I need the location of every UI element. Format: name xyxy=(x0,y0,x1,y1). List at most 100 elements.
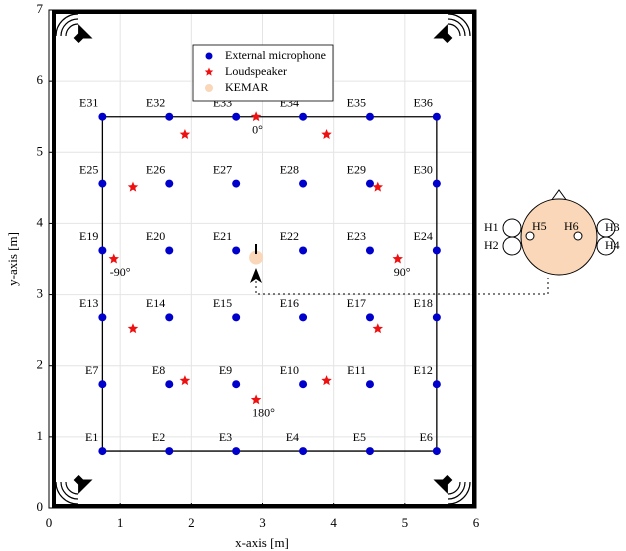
legend-marker xyxy=(205,52,213,60)
loudspeaker-label: 90° xyxy=(394,265,411,279)
microphone xyxy=(98,246,107,255)
microphone xyxy=(432,246,441,255)
microphone-label: E31 xyxy=(79,95,98,109)
x-tick-label: 0 xyxy=(46,515,53,530)
microphone-label: E24 xyxy=(414,229,433,243)
microphone xyxy=(98,313,107,322)
legend-marker xyxy=(204,67,214,76)
microphone-label: E17 xyxy=(347,296,366,310)
loudspeaker xyxy=(372,323,384,334)
kemar-head xyxy=(502,189,616,276)
microphone-label: E4 xyxy=(286,430,299,444)
microphone xyxy=(299,447,308,456)
loudspeaker-label: 0° xyxy=(252,122,263,136)
microphone xyxy=(98,179,107,188)
microphone-label: E21 xyxy=(213,229,232,243)
microphone-label: E22 xyxy=(280,229,299,243)
grid: 0 1 2 3 4 5 6 0 1 2 3 4 5 6 7 xyxy=(37,1,480,530)
microphone xyxy=(365,380,374,389)
microphone xyxy=(232,246,241,255)
microphone xyxy=(432,447,441,456)
microphone-label: E23 xyxy=(347,229,366,243)
loudspeaker xyxy=(179,375,191,386)
legend: External microphone Loudspeaker KEMAR xyxy=(192,44,334,102)
loudspeaker xyxy=(321,375,332,386)
microphone-label: E1 xyxy=(85,430,98,444)
microphone-label: E35 xyxy=(347,95,366,109)
microphone-label: E26 xyxy=(146,162,165,176)
microphone-label: E13 xyxy=(79,296,98,310)
x-tick-label: 2 xyxy=(188,515,195,530)
loudspeaker-label: 180° xyxy=(252,406,275,420)
x-tick-label: 6 xyxy=(473,515,480,530)
x-tick-label: 3 xyxy=(259,515,266,530)
microphone-label: E8 xyxy=(152,363,165,377)
y-tick-label: 0 xyxy=(37,499,44,514)
y-tick-label: 2 xyxy=(37,357,44,372)
microphone-label: E12 xyxy=(414,363,433,377)
y-axis-label: y-axis [m] xyxy=(5,232,20,286)
head-label: H1 xyxy=(484,220,499,234)
microphone xyxy=(299,112,308,121)
microphone xyxy=(98,380,107,389)
microphone-label: E3 xyxy=(219,430,232,444)
microphone-label: E5 xyxy=(353,430,366,444)
microphone xyxy=(232,380,241,389)
microphone-label: E20 xyxy=(146,229,165,243)
microphone-label: E16 xyxy=(280,296,299,310)
kemar xyxy=(249,250,264,265)
loudspeaker xyxy=(372,181,384,192)
microphone-label: E30 xyxy=(414,162,433,176)
x-tick-label: 5 xyxy=(402,515,409,530)
loudspeaker xyxy=(250,394,262,405)
y-tick-label: 7 xyxy=(37,1,44,16)
microphone xyxy=(98,112,107,121)
legend-marker xyxy=(205,84,213,92)
microphone xyxy=(98,447,107,456)
legend-label: KEMAR xyxy=(225,80,268,94)
microphone xyxy=(165,447,174,456)
marks: E1 E2 E3 E4 E5 E6 E7 E8 E9 E10 E11 E12 E13 E14 E15 E16 E… xyxy=(79,95,441,456)
head-label: H6 xyxy=(564,219,579,233)
loudspeaker xyxy=(108,253,119,264)
microphone-label: E36 xyxy=(414,95,433,109)
microphone xyxy=(432,112,441,121)
x-axis-label: x-axis [m] xyxy=(235,535,289,550)
microphone-label: E2 xyxy=(152,430,165,444)
microphone xyxy=(165,179,174,188)
microphone-label: E6 xyxy=(420,430,433,444)
microphone xyxy=(365,246,374,255)
microphone-label: E18 xyxy=(414,296,433,310)
microphone xyxy=(299,179,308,188)
microphone xyxy=(232,179,241,188)
microphone xyxy=(165,380,174,389)
microphone-label: E14 xyxy=(146,296,165,310)
microphone-label: E11 xyxy=(347,363,366,377)
microphone-label: E27 xyxy=(213,162,232,176)
microphone xyxy=(365,112,374,121)
microphone-label: E25 xyxy=(79,162,98,176)
microphone xyxy=(365,313,374,322)
microphone-label: E7 xyxy=(85,363,98,377)
microphone xyxy=(165,313,174,322)
microphone-label: E9 xyxy=(219,363,232,377)
head-label: H2 xyxy=(484,238,499,252)
legend-box xyxy=(192,44,334,102)
microphone-label: E15 xyxy=(213,296,232,310)
head-label: H4 xyxy=(605,238,620,252)
loudspeaker-label: -90° xyxy=(110,265,131,279)
y-tick-label: 6 xyxy=(37,72,44,87)
microphone xyxy=(232,112,241,121)
microphone xyxy=(299,313,308,322)
loudspeaker xyxy=(179,129,191,139)
microphone-label: E10 xyxy=(280,363,299,377)
microphone xyxy=(432,179,441,188)
microphone xyxy=(165,112,174,121)
connector xyxy=(255,278,549,295)
microphone xyxy=(432,380,441,389)
microphone-label: E32 xyxy=(146,95,165,109)
microphone-label: E28 xyxy=(280,162,299,176)
kemar-arrow xyxy=(250,268,262,283)
